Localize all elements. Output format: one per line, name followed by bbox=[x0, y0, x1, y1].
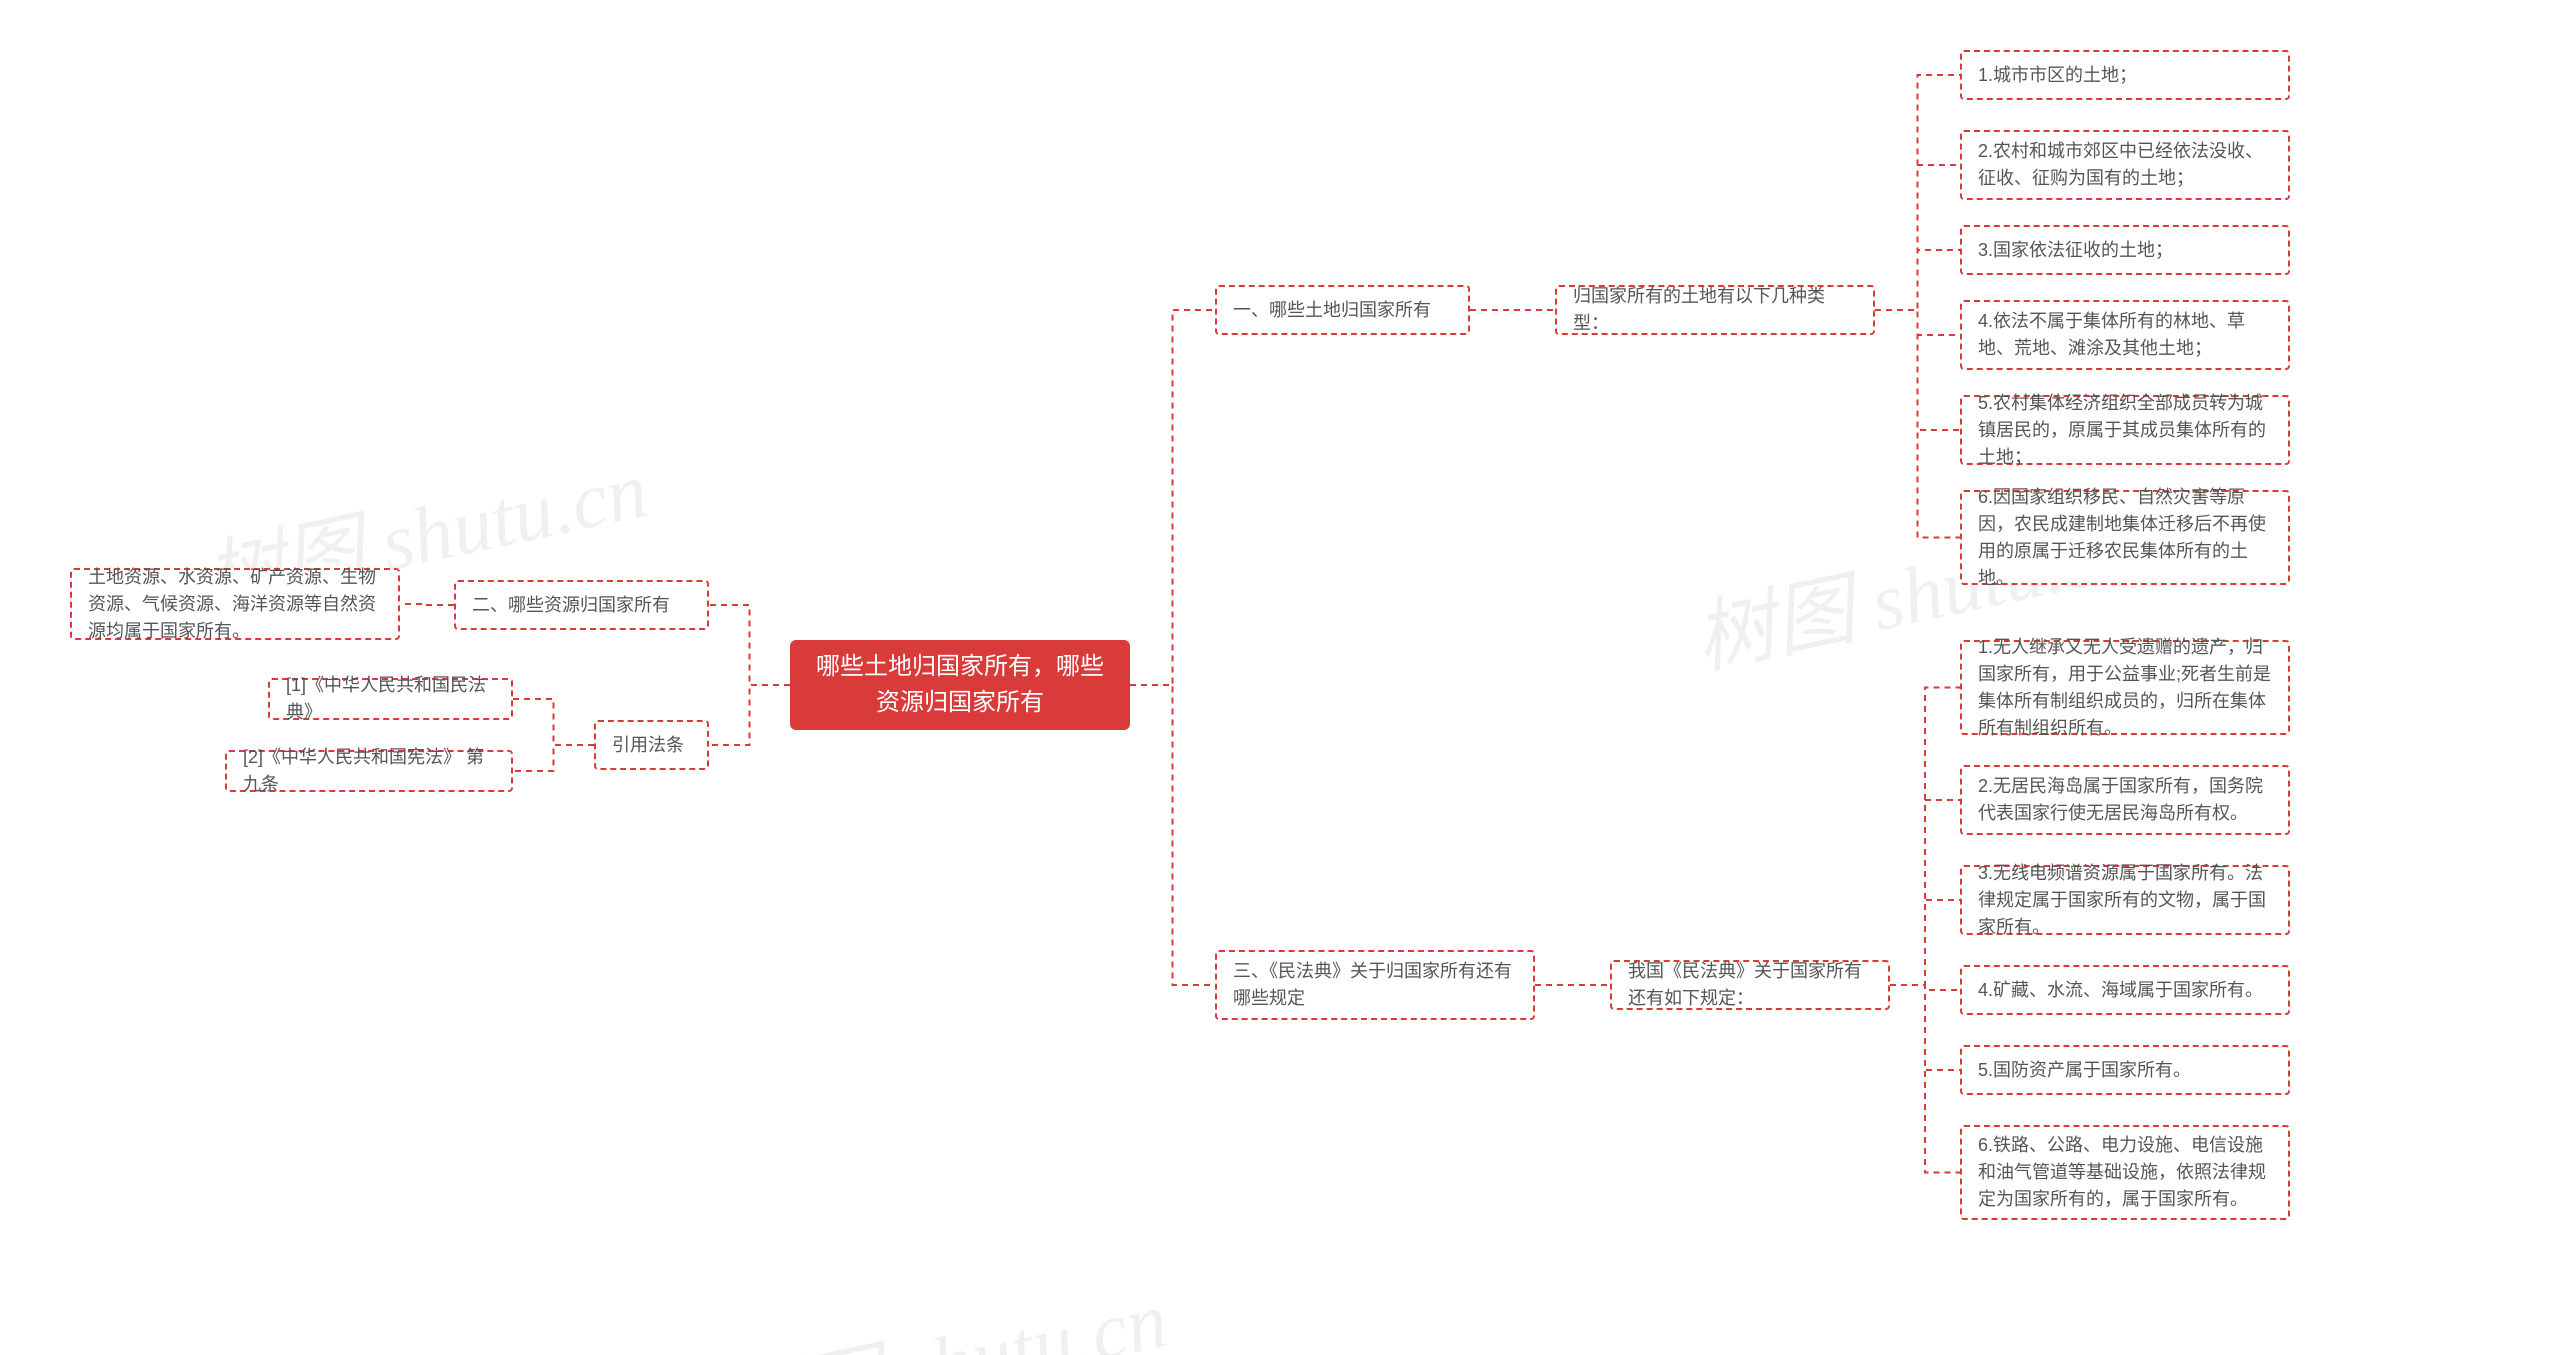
mindmap-node: 4.依法不属于集体所有的林地、草地、荒地、滩涂及其他土地； bbox=[1960, 300, 2290, 370]
node-label: 6.因国家组织移民、自然灾害等原因，农民成建制地集体迁移后不再使用的原属于迁移农… bbox=[1978, 484, 2272, 592]
mindmap-node: 一、哪些土地归国家所有 bbox=[1215, 285, 1470, 335]
node-label: 3.国家依法征收的土地； bbox=[1978, 237, 2173, 264]
mindmap-node: [2]《中华人民共和国宪法》 第九条 bbox=[225, 750, 513, 792]
mindmap-node: 二、哪些资源归国家所有 bbox=[454, 580, 709, 630]
node-label: 1.城市市区的土地； bbox=[1978, 62, 2137, 89]
mindmap-node: 4.矿藏、水流、海域属于国家所有。 bbox=[1960, 965, 2290, 1015]
mindmap-node: 三、《民法典》关于归国家所有还有哪些规定 bbox=[1215, 950, 1535, 1020]
mindmap-node: 1.无人继承又无人受遗赠的遗产，归国家所有，用于公益事业;死者生前是集体所有制组… bbox=[1960, 640, 2290, 735]
mindmap-node: 5.农村集体经济组织全部成员转为城镇居民的，原属于其成员集体所有的土地； bbox=[1960, 395, 2290, 465]
mindmap-node: 3.无线电频谱资源属于国家所有。法律规定属于国家所有的文物，属于国家所有。 bbox=[1960, 865, 2290, 935]
mindmap-node: 土地资源、水资源、矿产资源、生物资源、气候资源、海洋资源等自然资源均属于国家所有… bbox=[70, 568, 400, 640]
mindmap-node: 5.国防资产属于国家所有。 bbox=[1960, 1045, 2290, 1095]
node-label: 5.国防资产属于国家所有。 bbox=[1978, 1057, 2191, 1084]
node-label: 4.矿藏、水流、海域属于国家所有。 bbox=[1978, 977, 2263, 1004]
node-label: 二、哪些资源归国家所有 bbox=[472, 592, 670, 619]
mindmap-node: 2.无居民海岛属于国家所有，国务院代表国家行使无居民海岛所有权。 bbox=[1960, 765, 2290, 835]
mindmap-node: 6.铁路、公路、电力设施、电信设施和油气管道等基础设施，依照法律规定为国家所有的… bbox=[1960, 1125, 2290, 1220]
mindmap-node: 1.城市市区的土地； bbox=[1960, 50, 2290, 100]
node-label: 6.铁路、公路、电力设施、电信设施和油气管道等基础设施，依照法律规定为国家所有的… bbox=[1978, 1132, 2272, 1213]
node-label: 我国《民法典》关于国家所有还有如下规定： bbox=[1628, 958, 1872, 1012]
mindmap-node: [1]《中华人民共和国民法典》 bbox=[268, 678, 513, 720]
node-label: 归国家所有的土地有以下几种类型： bbox=[1573, 283, 1857, 337]
node-label: 一、哪些土地归国家所有 bbox=[1233, 297, 1431, 324]
mindmap-node: 3.国家依法征收的土地； bbox=[1960, 225, 2290, 275]
root-label: 哪些土地归国家所有，哪些资源归国家所有 bbox=[814, 649, 1106, 721]
node-label: [2]《中华人民共和国宪法》 第九条 bbox=[243, 744, 495, 798]
node-label: 4.依法不属于集体所有的林地、草地、荒地、滩涂及其他土地； bbox=[1978, 308, 2272, 362]
mindmap-node: 引用法条 bbox=[594, 720, 709, 770]
node-label: 5.农村集体经济组织全部成员转为城镇居民的，原属于其成员集体所有的土地； bbox=[1978, 390, 2272, 471]
node-label: 3.无线电频谱资源属于国家所有。法律规定属于国家所有的文物，属于国家所有。 bbox=[1978, 860, 2272, 941]
mindmap-node: 我国《民法典》关于国家所有还有如下规定： bbox=[1610, 960, 1890, 1010]
mindmap-node: 归国家所有的土地有以下几种类型： bbox=[1555, 285, 1875, 335]
watermark-3: 树图 shutu.cn bbox=[713, 1255, 1176, 1355]
node-label: 引用法条 bbox=[612, 732, 684, 759]
node-label: [1]《中华人民共和国民法典》 bbox=[286, 672, 495, 726]
node-label: 三、《民法典》关于归国家所有还有哪些规定 bbox=[1233, 958, 1517, 1012]
mindmap-root: 哪些土地归国家所有，哪些资源归国家所有 bbox=[790, 640, 1130, 730]
node-label: 土地资源、水资源、矿产资源、生物资源、气候资源、海洋资源等自然资源均属于国家所有… bbox=[88, 564, 382, 645]
mindmap-node: 2.农村和城市郊区中已经依法没收、征收、征购为国有的土地； bbox=[1960, 130, 2290, 200]
node-label: 2.无居民海岛属于国家所有，国务院代表国家行使无居民海岛所有权。 bbox=[1978, 773, 2272, 827]
node-label: 2.农村和城市郊区中已经依法没收、征收、征购为国有的土地； bbox=[1978, 138, 2272, 192]
node-label: 1.无人继承又无人受遗赠的遗产，归国家所有，用于公益事业;死者生前是集体所有制组… bbox=[1978, 634, 2272, 742]
mindmap-node: 6.因国家组织移民、自然灾害等原因，农民成建制地集体迁移后不再使用的原属于迁移农… bbox=[1960, 490, 2290, 585]
